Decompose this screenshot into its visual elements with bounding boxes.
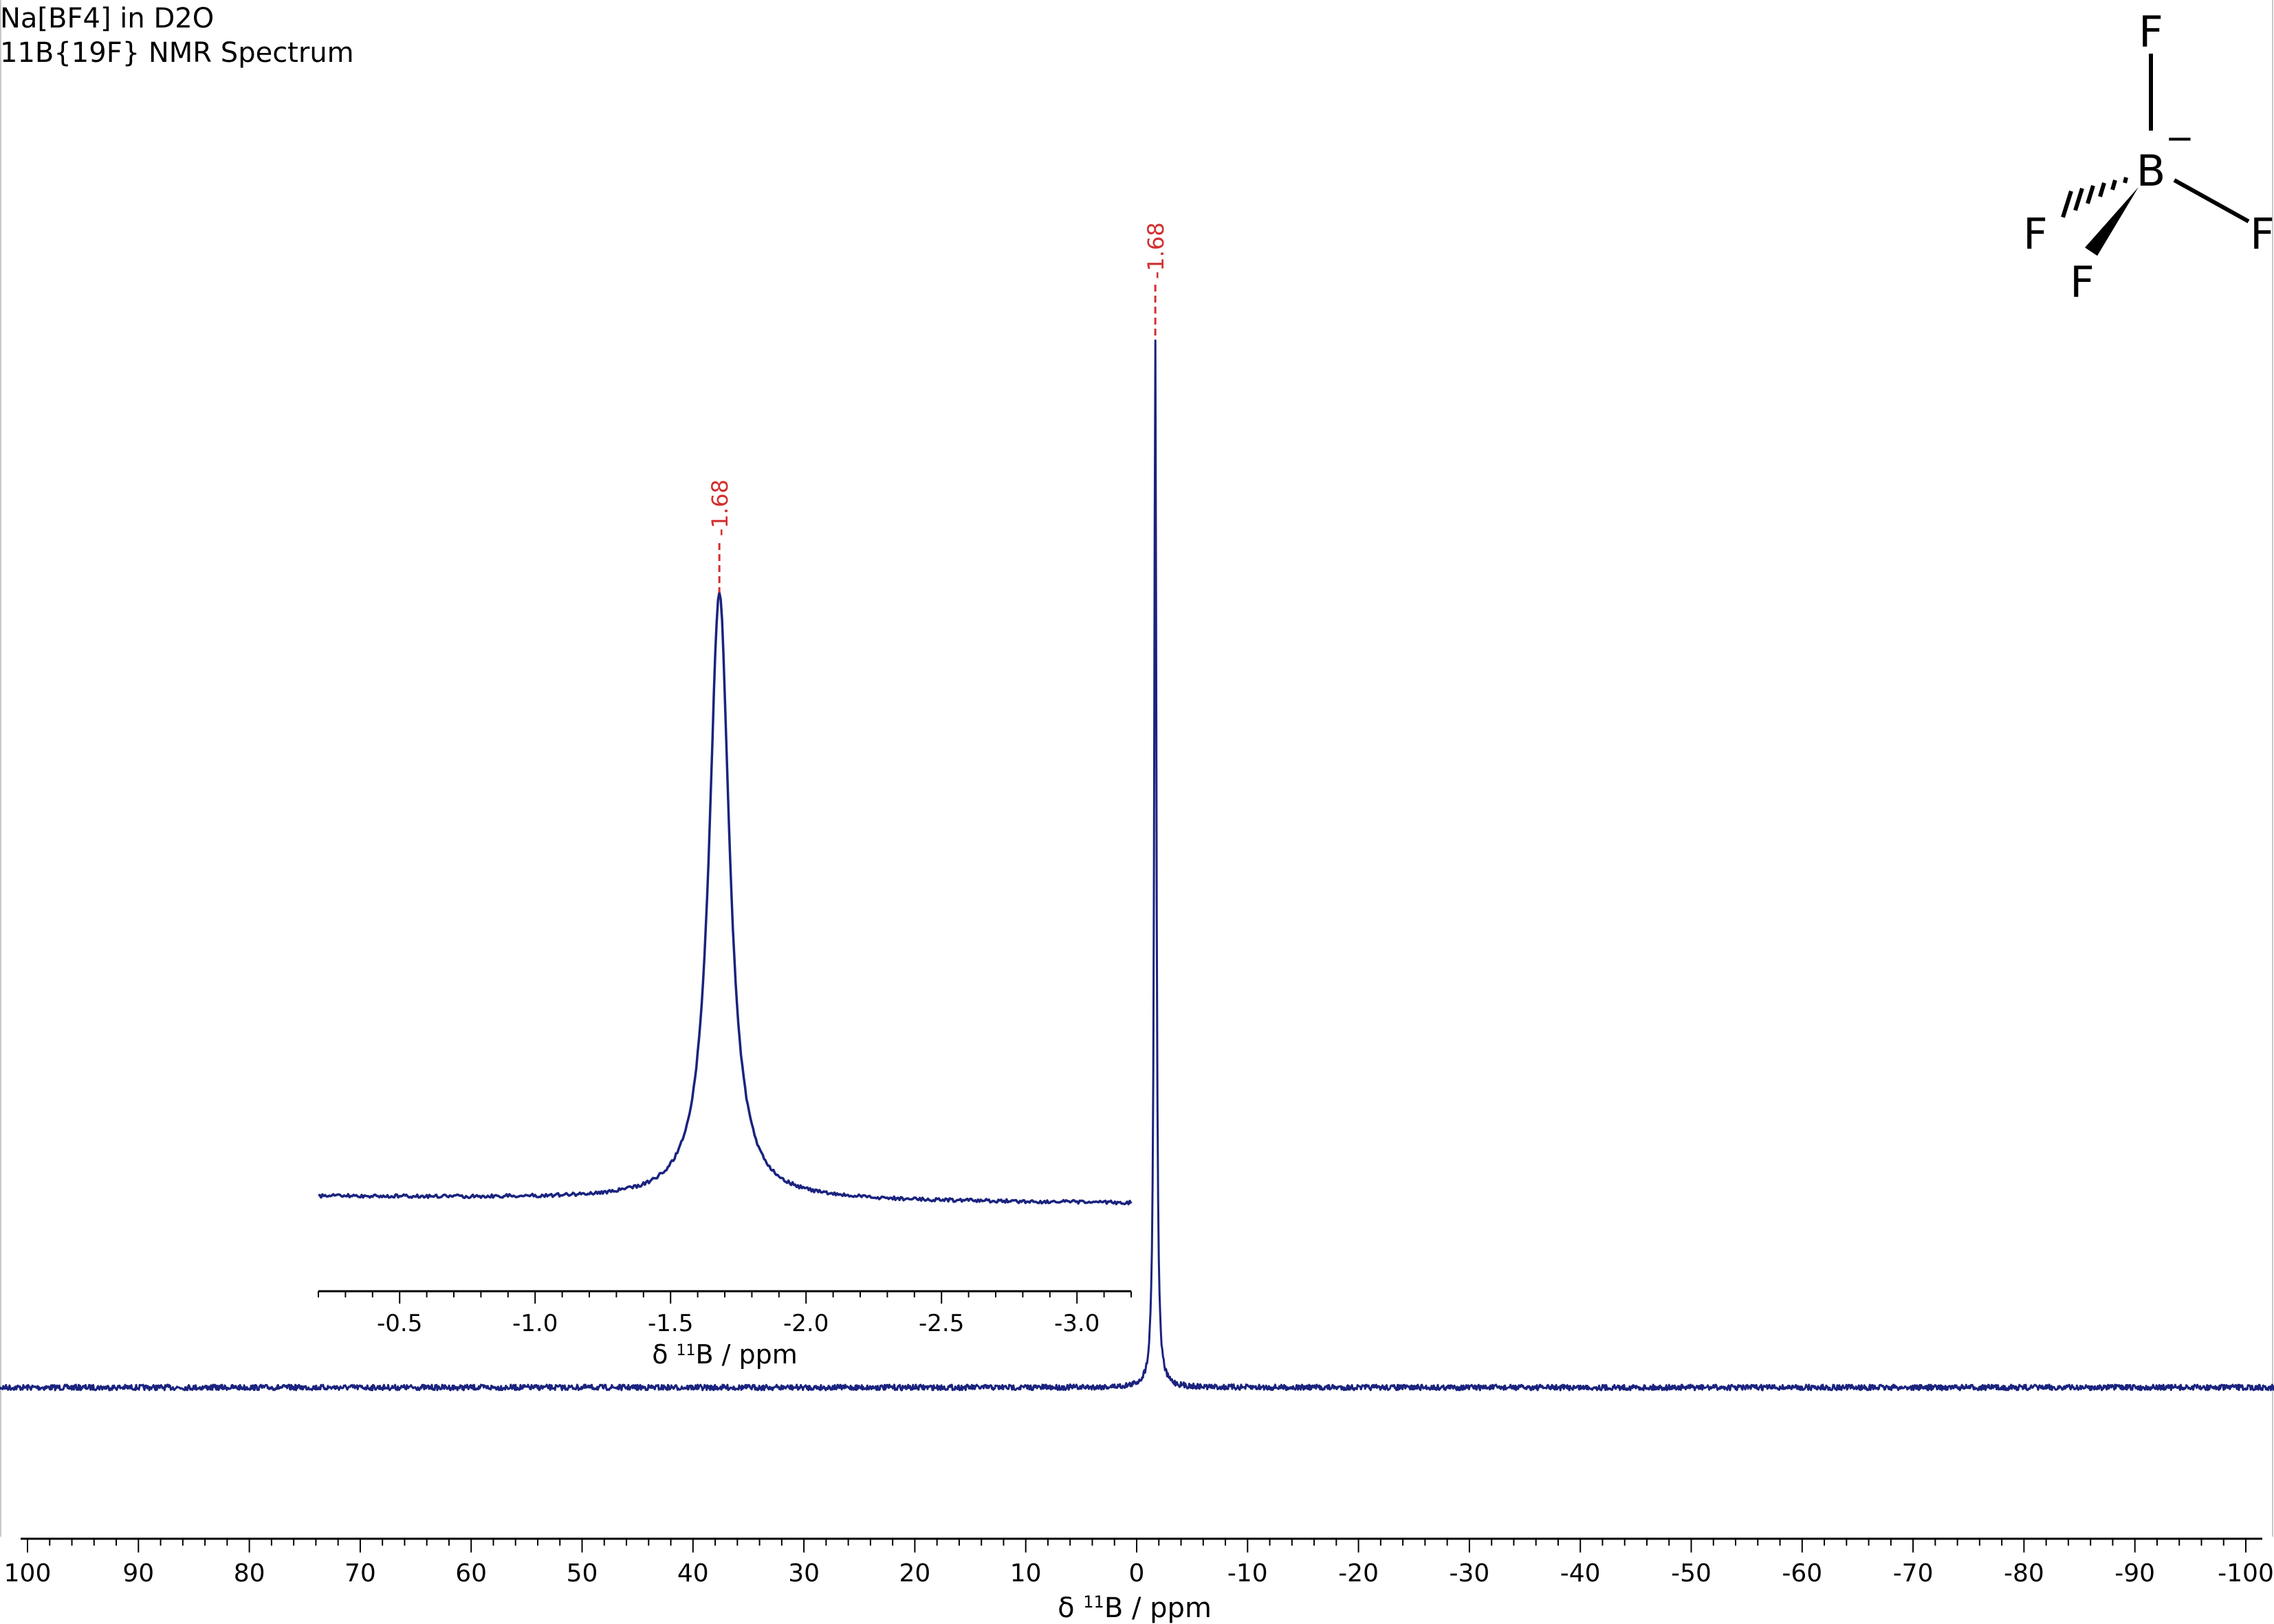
inset-peak-label: -1.68 bbox=[707, 479, 733, 536]
main-tick-label: -80 bbox=[2004, 1559, 2044, 1588]
main-tick-label: -100 bbox=[2218, 1559, 2274, 1588]
inset-spectrum-trace bbox=[318, 591, 1133, 1206]
main-tick-label: -70 bbox=[1893, 1559, 1934, 1588]
inset-tick-label: -1.5 bbox=[648, 1310, 693, 1337]
main-tick-label: -20 bbox=[1338, 1559, 1379, 1588]
main-tick-label: 90 bbox=[122, 1559, 154, 1588]
main-spectrum-trace bbox=[0, 339, 2274, 1392]
inset-tick-label: -0.5 bbox=[377, 1310, 422, 1337]
main-tick-label: -40 bbox=[1560, 1559, 1601, 1588]
bf4-structure-diagram: F B − F F F bbox=[2023, 7, 2274, 307]
main-tick-label: -90 bbox=[2114, 1559, 2155, 1588]
atom-f-top: F bbox=[2139, 7, 2163, 57]
main-tick-label: 20 bbox=[899, 1559, 930, 1588]
main-tick-label: -60 bbox=[1782, 1559, 1822, 1588]
atom-f-right: F bbox=[2250, 209, 2274, 259]
main-tick-label: 70 bbox=[345, 1559, 376, 1588]
atom-f-left: F bbox=[2023, 209, 2048, 259]
main-tick-label: 100 bbox=[4, 1559, 52, 1588]
spectrum-subtitle: 11B{19F} NMR Spectrum bbox=[0, 37, 354, 69]
atom-f-bottom: F bbox=[2070, 257, 2095, 307]
bond-wedge bbox=[2085, 187, 2139, 256]
inset-x-axis: -0.5 -1.0 -1.5 -2.0 -2.5 -3.0 δ 11B / ppm bbox=[318, 1290, 1132, 1370]
main-x-axis-label: δ 11B / ppm bbox=[1058, 1592, 1212, 1624]
main-tick-label: 60 bbox=[455, 1559, 487, 1588]
main-peak-label: -1.68 bbox=[1143, 222, 1169, 279]
main-tick-label: 30 bbox=[788, 1559, 820, 1588]
main-plot-area: -1.68 bbox=[0, 222, 2274, 1392]
main-tick-label: -30 bbox=[1449, 1559, 1489, 1588]
main-tick-label: 10 bbox=[1010, 1559, 1042, 1588]
main-x-axis: 100 90 80 70 60 50 40 30 20 10 0 -10 -20 -30 -40 -50 -60… bbox=[4, 1537, 2274, 1624]
main-tick-label: -10 bbox=[1227, 1559, 1268, 1588]
atom-boron: B bbox=[2136, 146, 2166, 196]
main-tick-label: 0 bbox=[1129, 1559, 1145, 1588]
main-tick-label: -50 bbox=[1671, 1559, 1712, 1588]
main-tick-label: 40 bbox=[677, 1559, 709, 1588]
main-tick-label: 80 bbox=[234, 1559, 265, 1588]
charge-minus: − bbox=[2165, 118, 2194, 158]
main-tick-label: 50 bbox=[567, 1559, 598, 1588]
inset-tick-label: -1.0 bbox=[512, 1310, 558, 1337]
bond-right bbox=[2173, 178, 2250, 223]
spectrum-title: Na[BF4] in D2O bbox=[0, 3, 215, 34]
inset-tick-label: -2.0 bbox=[783, 1310, 829, 1337]
bond-hash bbox=[2061, 177, 2128, 218]
inset-tick-label: -2.5 bbox=[919, 1310, 964, 1337]
inset-plot-area: -1.68 bbox=[318, 479, 1133, 1206]
inset-tick-label: -3.0 bbox=[1054, 1310, 1100, 1337]
inset-x-axis-label: δ 11B / ppm bbox=[652, 1339, 798, 1370]
